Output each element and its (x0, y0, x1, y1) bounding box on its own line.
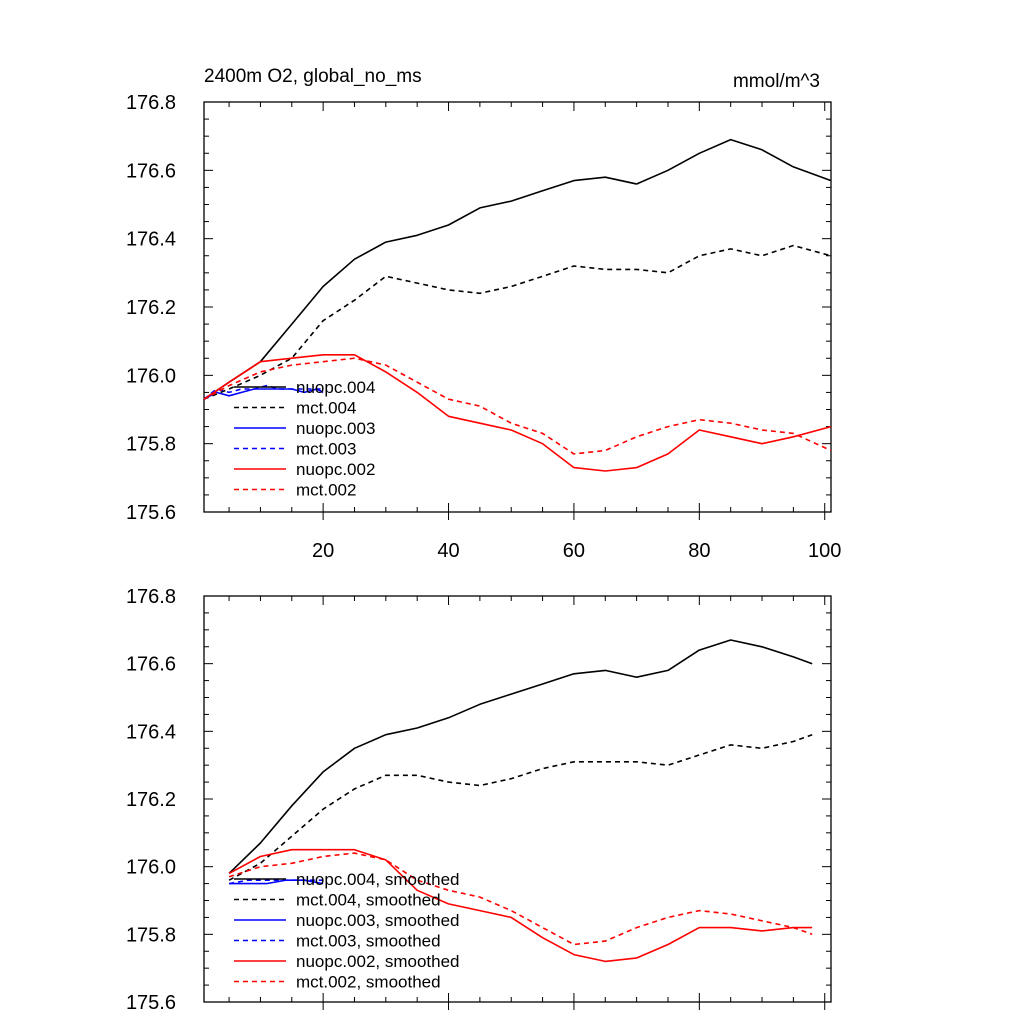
legend-label: nuopc.004 (296, 378, 375, 397)
y-tick-label: 176.2 (126, 297, 176, 319)
series-line-2 (203, 244, 832, 400)
y-tick-label: 176.6 (126, 654, 176, 676)
legend-label: nuopc.003 (296, 419, 375, 438)
y-tick-label: 175.6 (126, 502, 176, 524)
y-tick-label: 176.6 (126, 160, 176, 182)
series-line-4 (203, 384, 324, 400)
series-line-2 (228, 733, 813, 881)
x-tick-label: 80 (688, 540, 710, 562)
legend-label: nuopc.002 (296, 460, 375, 479)
y-tick-label: 175.8 (126, 924, 176, 946)
legend-label: nuopc.002, smoothed (296, 952, 460, 971)
legend-label: mct.002, smoothed (296, 973, 441, 992)
legend-label: mct.004 (296, 399, 356, 418)
y-tick-label: 176.4 (126, 721, 176, 743)
chart-panel-1: 175.6 175.8 176.0 176.2 176.4 176.6 176.8 20 40 6… (126, 92, 841, 562)
y-tick-label: 176.2 (126, 789, 176, 811)
series-line-4 (228, 879, 324, 885)
units-label: mmol/m^3 (733, 71, 820, 92)
legend-label: mct.004, smoothed (296, 891, 441, 910)
legend-label: nuopc.004, smoothed (296, 870, 460, 889)
x-tick-label: 100 (808, 540, 841, 562)
y-tick-label: 176.0 (126, 857, 176, 879)
series-line-1 (203, 138, 832, 400)
x-tick-label: 60 (563, 540, 585, 562)
legend-label: mct.002 (296, 481, 356, 500)
series-line-3 (229, 879, 324, 885)
y-tick-label: 176.4 (126, 229, 176, 251)
series-line-5 (203, 353, 832, 472)
y-tick-label: 176.8 (126, 92, 176, 114)
legend-label: nuopc.003, smoothed (296, 911, 460, 930)
series-line-1 (228, 639, 813, 874)
series-line-3 (203, 388, 324, 400)
legend-label: mct.003 (296, 440, 356, 459)
legend-label: mct.003, smoothed (296, 932, 441, 951)
series-line-6 (228, 852, 813, 946)
chart-panel-2: 175.6 175.8 176.0 176.2 176.4 176.6 176.8 nuopc… (126, 586, 832, 1014)
y-tick-label: 175.6 (126, 992, 176, 1014)
y-tick-label: 175.8 (126, 434, 176, 456)
x-tick-label: 40 (437, 540, 459, 562)
series-line-6 (203, 357, 832, 455)
chart-title: 2400m O2, global_no_ms (204, 66, 422, 87)
series-line-5 (228, 848, 813, 963)
y-tick-label: 176.8 (126, 586, 176, 608)
x-tick-label: 20 (312, 540, 334, 562)
y-tick-label: 176.0 (126, 365, 176, 387)
